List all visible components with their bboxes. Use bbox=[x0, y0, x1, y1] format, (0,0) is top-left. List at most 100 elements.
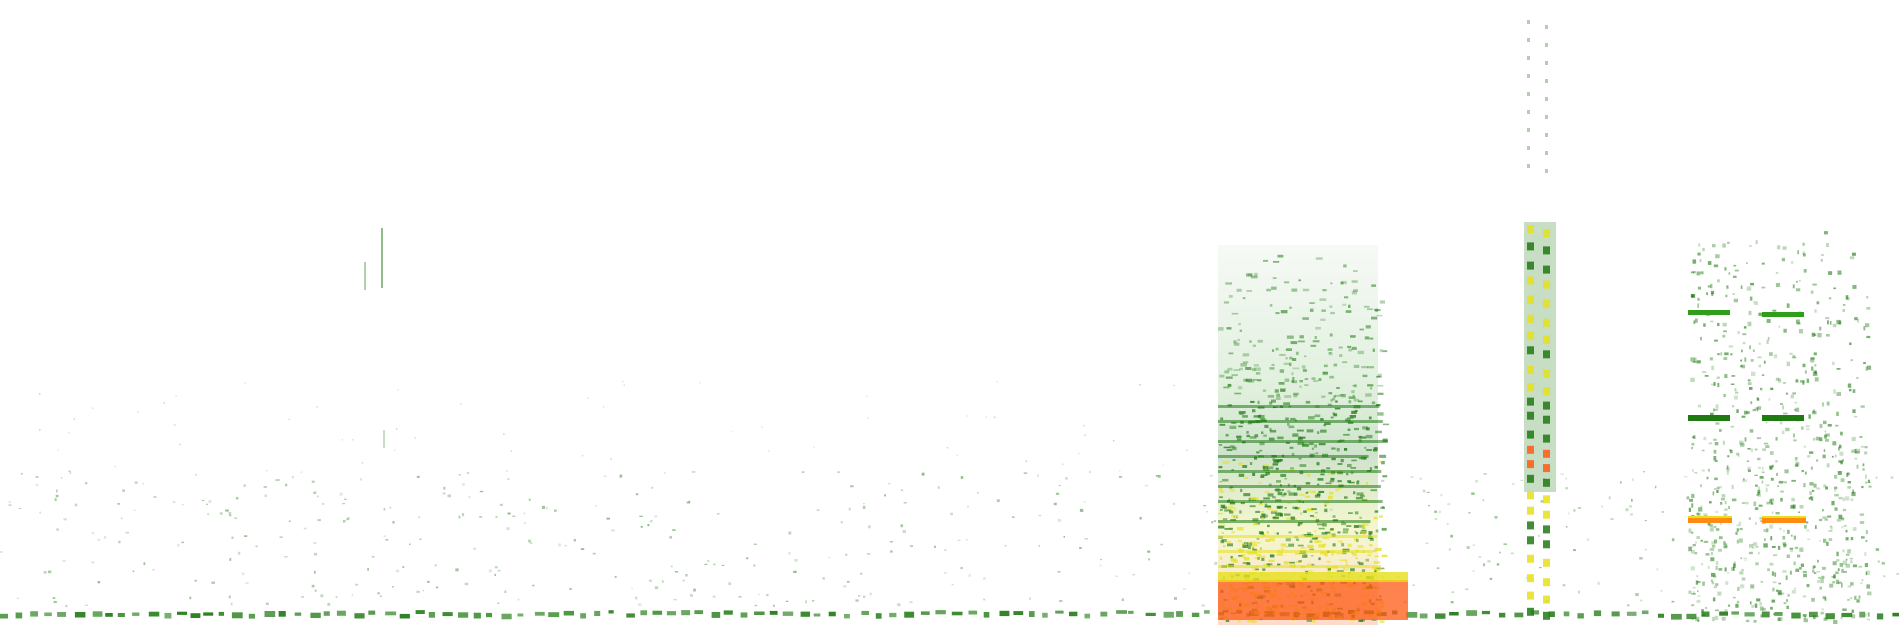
texture-mark bbox=[1697, 619, 1700, 622]
texture-mark bbox=[1368, 531, 1373, 535]
texture-mark bbox=[664, 472, 666, 474]
texture-mark bbox=[1296, 487, 1302, 491]
texture-mark bbox=[1264, 503, 1268, 506]
texture-mark bbox=[1845, 529, 1848, 533]
texture-mark bbox=[1769, 499, 1773, 504]
texture-mark bbox=[889, 541, 893, 543]
texture-mark bbox=[1852, 527, 1857, 531]
texture-mark bbox=[229, 558, 232, 561]
texture-mark bbox=[1730, 425, 1734, 428]
texture-mark bbox=[1322, 289, 1327, 292]
texture-mark bbox=[35, 475, 39, 478]
texture-mark bbox=[1725, 294, 1728, 298]
texture-mark bbox=[317, 495, 319, 498]
texture-mark bbox=[1789, 547, 1794, 550]
texture-mark bbox=[1548, 611, 1555, 617]
texture-mark bbox=[1253, 415, 1261, 418]
texture-mark bbox=[1745, 619, 1750, 623]
texture-mark bbox=[773, 604, 775, 607]
texture-mark bbox=[1236, 438, 1242, 441]
texture-mark bbox=[1671, 613, 1682, 620]
texture-mark bbox=[1865, 530, 1868, 535]
texture-mark bbox=[1817, 333, 1822, 338]
texture-mark bbox=[1121, 598, 1124, 601]
texture-mark bbox=[1354, 538, 1357, 541]
texture-mark bbox=[1361, 524, 1366, 529]
texture-mark bbox=[1720, 497, 1725, 501]
texture-mark bbox=[1842, 497, 1845, 502]
texture-mark bbox=[1348, 348, 1353, 352]
texture-mark bbox=[738, 596, 742, 598]
texture-mark bbox=[1714, 339, 1718, 342]
texture-mark bbox=[1419, 613, 1428, 619]
texture-mark bbox=[1839, 451, 1844, 456]
texture-mark bbox=[1305, 400, 1311, 404]
texture-mark bbox=[1715, 528, 1720, 531]
texture-mark bbox=[608, 610, 614, 614]
texture-mark bbox=[688, 500, 691, 503]
texture-mark bbox=[1849, 256, 1855, 260]
texture-mark bbox=[1343, 528, 1349, 531]
texture-mark bbox=[1290, 417, 1296, 421]
texture-mark bbox=[1794, 546, 1799, 550]
texture-mark bbox=[1773, 613, 1775, 616]
texture-mark bbox=[1128, 610, 1134, 614]
texture-mark bbox=[1711, 292, 1714, 296]
texture-mark bbox=[104, 536, 107, 539]
texture-mark bbox=[965, 538, 968, 541]
texture-mark bbox=[1814, 364, 1817, 367]
texture-mark bbox=[1783, 530, 1785, 533]
texture-mark bbox=[264, 494, 267, 497]
texture-mark bbox=[1790, 505, 1795, 509]
texture-mark bbox=[495, 516, 498, 518]
texture-mark bbox=[1289, 362, 1292, 367]
texture-mark bbox=[1810, 496, 1812, 498]
texture-mark bbox=[1641, 610, 1649, 615]
texture-mark bbox=[1238, 462, 1243, 466]
texture-mark bbox=[466, 472, 469, 474]
texture-mark bbox=[1835, 571, 1839, 574]
texture-mark bbox=[1335, 400, 1338, 403]
texture-mark bbox=[1326, 467, 1331, 470]
texture-mark bbox=[1749, 601, 1752, 605]
texture-mark bbox=[1426, 491, 1430, 493]
texture-mark bbox=[91, 407, 94, 409]
texture-mark bbox=[1339, 559, 1347, 561]
texture-mark bbox=[1809, 611, 1818, 618]
texture-mark bbox=[1228, 527, 1233, 530]
texture-mark bbox=[1285, 348, 1292, 351]
texture-mark bbox=[1755, 546, 1759, 548]
texture-mark bbox=[194, 579, 197, 582]
texture-mark bbox=[1319, 298, 1327, 301]
texture-mark bbox=[1242, 353, 1250, 357]
texture-mark bbox=[1310, 538, 1313, 541]
texture-mark bbox=[1527, 383, 1534, 392]
texture-mark bbox=[801, 471, 805, 473]
texture-mark bbox=[291, 476, 294, 479]
texture-mark bbox=[1065, 477, 1068, 480]
texture-mark bbox=[1320, 429, 1327, 433]
texture-mark bbox=[1267, 524, 1270, 528]
texture-mark bbox=[56, 528, 59, 531]
texture-mark bbox=[1639, 557, 1643, 560]
texture-mark bbox=[133, 509, 136, 511]
texture-mark bbox=[383, 508, 386, 511]
texture-mark bbox=[1724, 267, 1727, 271]
texture-mark bbox=[1723, 330, 1727, 333]
texture-mark bbox=[1703, 323, 1706, 327]
texture-mark bbox=[1240, 363, 1247, 367]
texture-mark bbox=[1846, 297, 1850, 301]
texture-mark bbox=[1379, 460, 1382, 464]
texture-mark bbox=[1828, 297, 1832, 300]
texture-mark bbox=[1749, 387, 1753, 390]
texture-mark bbox=[1258, 531, 1264, 535]
texture-mark bbox=[68, 431, 70, 434]
texture-mark bbox=[685, 574, 688, 577]
texture-mark bbox=[1866, 570, 1871, 575]
texture-mark bbox=[1819, 518, 1823, 522]
texture-mark bbox=[447, 494, 451, 498]
texture-mark bbox=[1299, 385, 1302, 388]
texture-mark bbox=[768, 450, 770, 452]
texture-mark bbox=[1755, 562, 1759, 566]
texture-mark bbox=[1749, 345, 1751, 350]
